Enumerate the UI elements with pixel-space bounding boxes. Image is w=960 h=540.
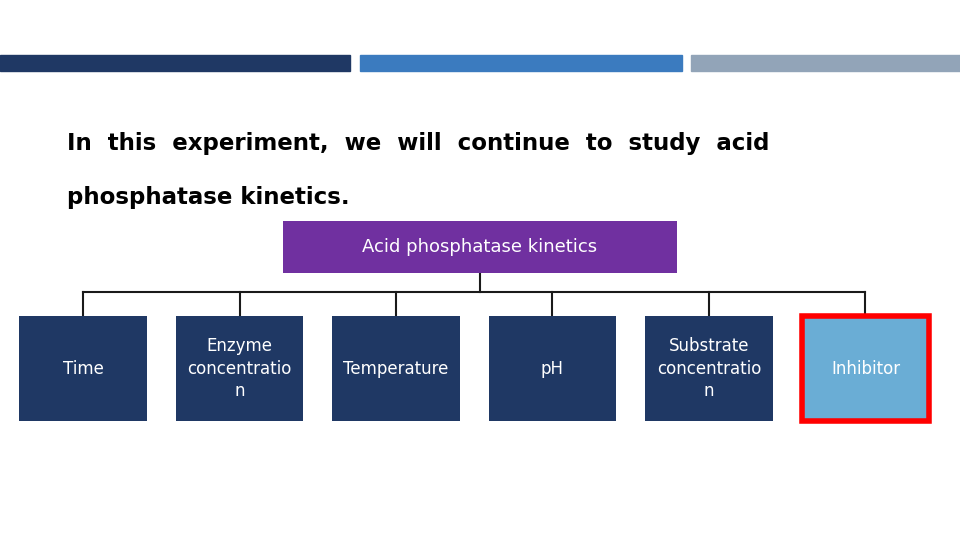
FancyBboxPatch shape xyxy=(802,316,929,421)
Text: phosphatase kinetics.: phosphatase kinetics. xyxy=(67,186,349,210)
Bar xyxy=(0,55,350,71)
FancyBboxPatch shape xyxy=(19,316,147,421)
FancyBboxPatch shape xyxy=(176,316,303,421)
Text: pH: pH xyxy=(541,360,564,377)
Text: Substrate
concentratio
n: Substrate concentratio n xyxy=(657,338,761,400)
Bar xyxy=(691,55,960,71)
Text: Enzyme
concentratio
n: Enzyme concentratio n xyxy=(187,338,292,400)
FancyBboxPatch shape xyxy=(645,316,773,421)
Text: Time: Time xyxy=(62,360,104,377)
Bar xyxy=(360,55,682,71)
FancyBboxPatch shape xyxy=(332,316,460,421)
FancyBboxPatch shape xyxy=(283,221,677,273)
Text: Acid phosphatase kinetics: Acid phosphatase kinetics xyxy=(363,238,597,256)
Text: In  this  experiment,  we  will  continue  to  study  acid: In this experiment, we will continue to … xyxy=(67,132,770,156)
Text: Inhibitor: Inhibitor xyxy=(830,360,900,377)
Text: Temperature: Temperature xyxy=(344,360,448,377)
FancyBboxPatch shape xyxy=(489,316,616,421)
